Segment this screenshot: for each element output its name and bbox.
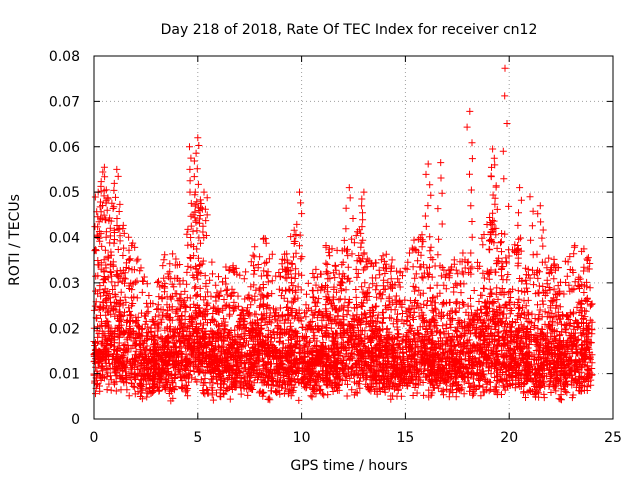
y-tick-label: 0	[71, 412, 80, 428]
y-tick-label: 0.07	[49, 94, 80, 110]
y-tick-label: 0.01	[49, 367, 80, 383]
x-tick-label: 20	[500, 430, 518, 446]
x-tick-label: 15	[396, 430, 414, 446]
data-points	[90, 64, 596, 405]
y-tick-label: 0.06	[49, 140, 80, 156]
axis-ticks	[93, 55, 614, 420]
y-tick-label: 0.02	[49, 321, 80, 337]
y-axis-title: ROTI / TECUs	[7, 194, 23, 286]
y-tick-label: 0.04	[49, 231, 80, 247]
roti-data-markers	[90, 64, 596, 405]
y-tick-label: 0.05	[49, 185, 80, 201]
y-tick-label: 0.08	[49, 49, 80, 65]
x-tick-labels: 0 5 10 15 20 25	[90, 430, 622, 446]
x-tick-label: 0	[90, 430, 99, 446]
chart-title: Day 218 of 2018, Rate Of TEC Index for r…	[161, 22, 538, 38]
x-tick-label: 5	[193, 430, 202, 446]
x-tick-label: 25	[604, 430, 622, 446]
y-tick-label: 0.03	[49, 276, 80, 292]
y-tick-labels: 0 0.01 0.02 0.03 0.04 0.05 0.06 0.07 0.08	[49, 49, 80, 428]
x-tick-label: 10	[293, 430, 311, 446]
x-axis-title: GPS time / hours	[290, 458, 407, 474]
